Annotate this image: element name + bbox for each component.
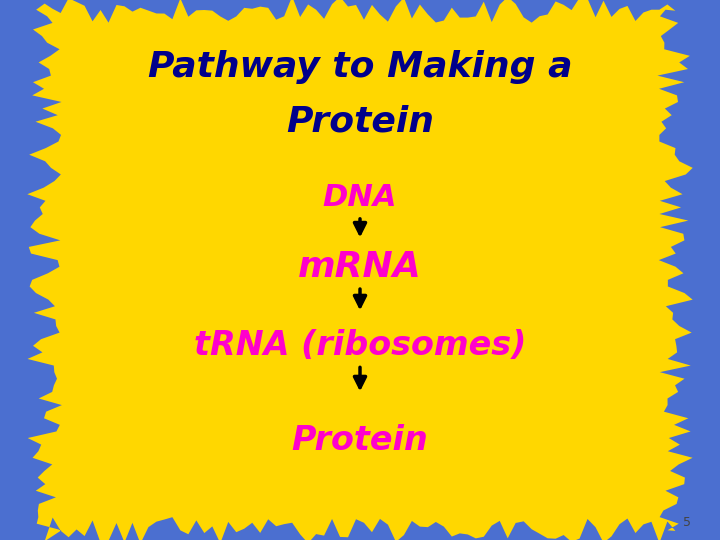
Text: tRNA (ribosomes): tRNA (ribosomes) (194, 329, 526, 362)
Text: Protein: Protein (292, 423, 428, 457)
Text: 5: 5 (683, 516, 691, 529)
Text: Pathway to Making a: Pathway to Making a (148, 51, 572, 84)
Text: Protein: Protein (286, 105, 434, 138)
Polygon shape (27, 0, 693, 540)
Text: mRNA: mRNA (298, 251, 422, 284)
Text: DNA: DNA (323, 183, 397, 212)
